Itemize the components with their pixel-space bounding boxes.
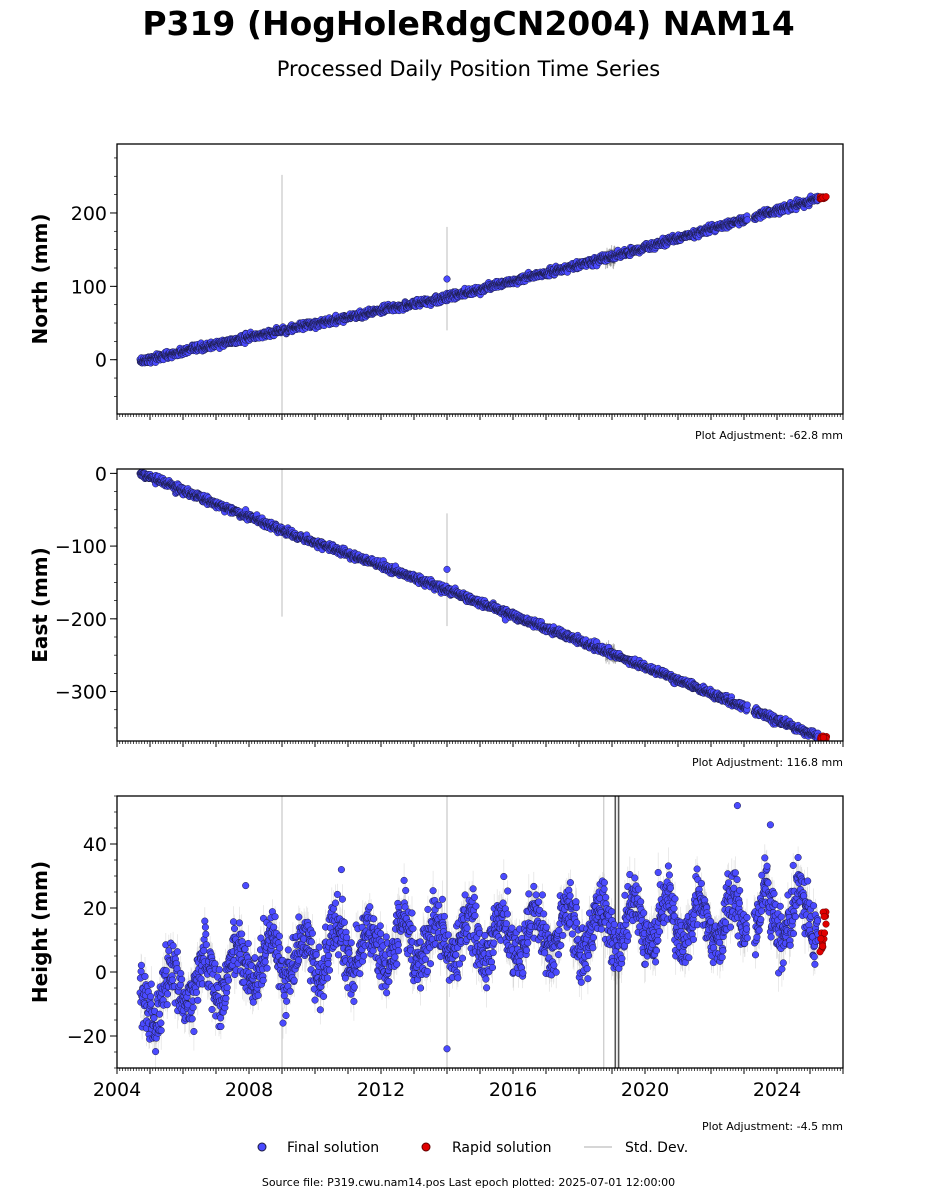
plot-adjustment-note: Plot Adjustment: -62.8 mm — [695, 429, 843, 442]
plot-area — [136, 174, 830, 414]
final-point-outlier — [443, 275, 451, 283]
plot-frame — [116, 143, 844, 415]
y-axis-label: North (mm) — [28, 213, 52, 344]
y-tick-label: 200 — [71, 203, 107, 225]
chart-subtitle: Processed Daily Position Time Series — [276, 57, 661, 81]
chart-title: P319 (HogHoleRdgCN2004) NAM14 — [142, 4, 795, 43]
panel-north: 0 100 200 North (mm) Plot Adjustment: -62.8 … — [28, 143, 844, 442]
rapid-solution-points — [816, 193, 830, 203]
x-ticks — [116, 414, 844, 420]
plot-area — [136, 469, 831, 741]
y-ticks: 0 100 200 — [71, 157, 117, 397]
final-point — [743, 216, 751, 224]
y-tick-label: 100 — [71, 276, 107, 298]
rapid-point — [822, 193, 830, 201]
y-tick-label: 0 — [95, 350, 107, 372]
final-solution-points — [136, 192, 822, 367]
